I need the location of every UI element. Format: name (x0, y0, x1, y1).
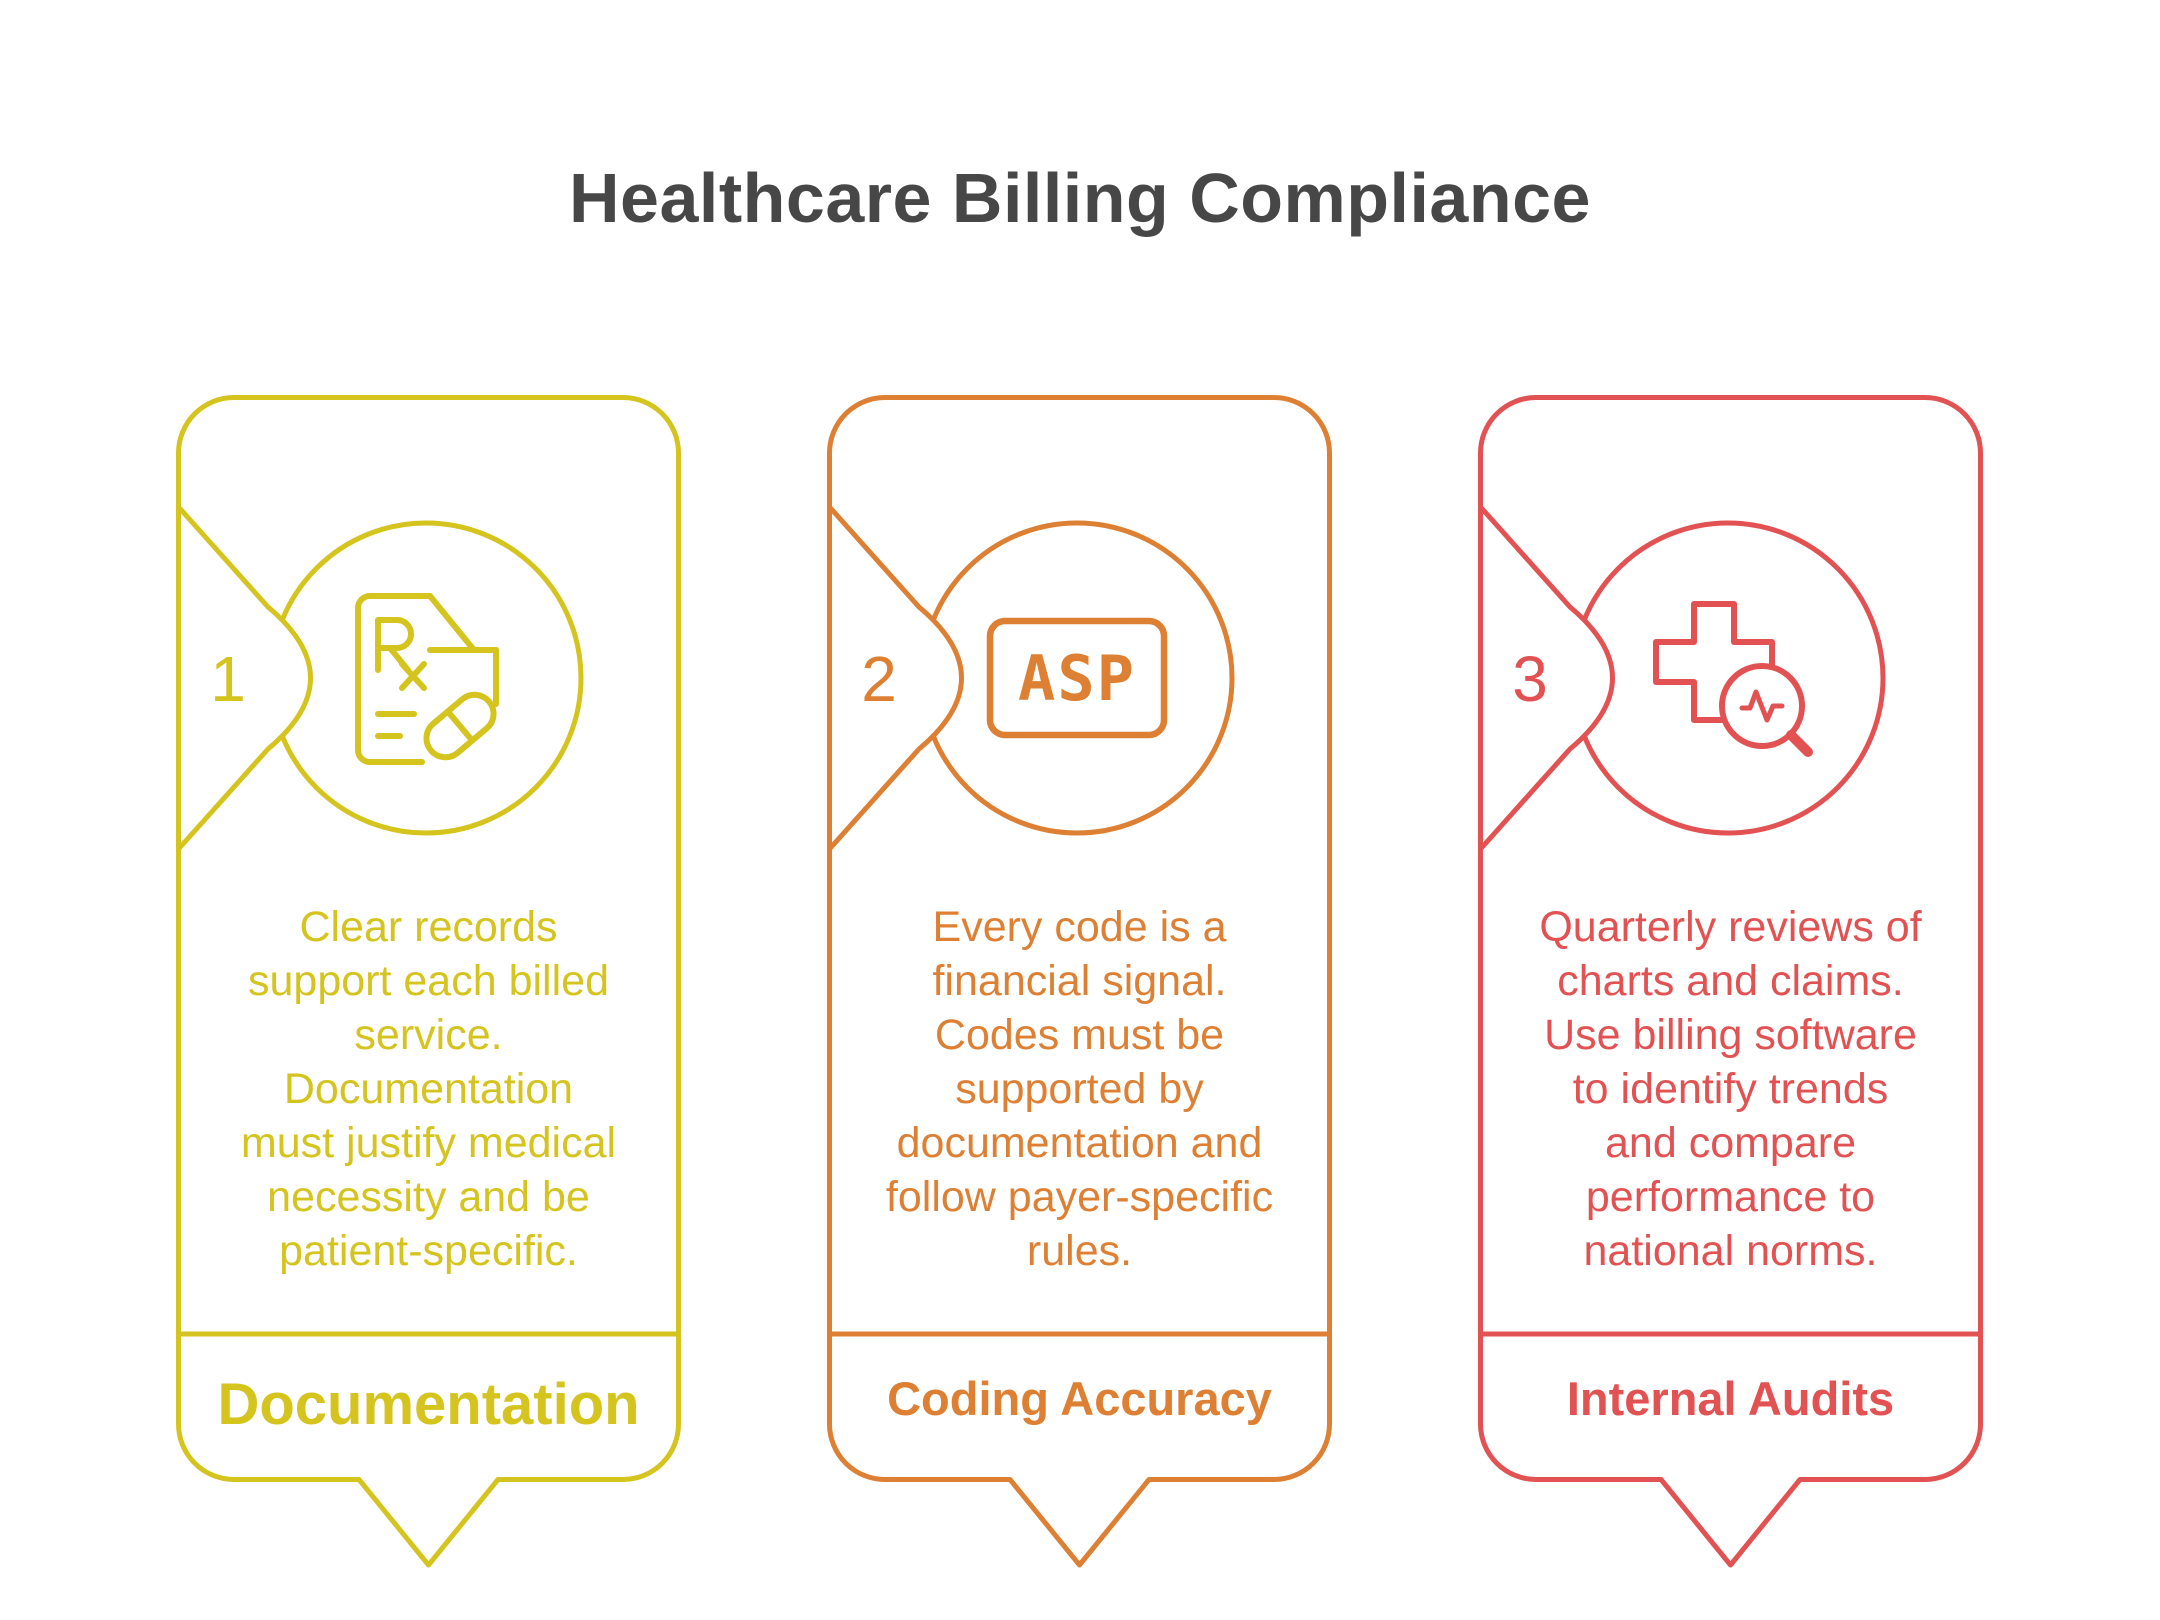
body-line: to identify trends (1572, 1065, 1889, 1113)
body-line: rules. (1026, 1227, 1133, 1275)
step-number: 1 (210, 643, 246, 715)
step-body-text: Clear records support each billed servic… (184, 900, 673, 1278)
step-label: Internal Audits (1566, 1372, 1895, 1425)
card-border-with-tail (827, 395, 1332, 1568)
icon-circle (1570, 520, 1886, 836)
step-card-coding-accuracy: 2 ASP Every code is a financial signal. … (827, 395, 1332, 1575)
step-label: Documentation (217, 1372, 640, 1437)
body-line: national norms. (1583, 1227, 1878, 1275)
card-border-with-tail (1478, 395, 1983, 1568)
body-line: must justify medical (240, 1119, 617, 1167)
asp-badge-text: ASP (1018, 642, 1136, 715)
pulse-line (1739, 689, 1785, 723)
body-line: supported by (955, 1065, 1204, 1113)
step-card-documentation: 1 (176, 395, 681, 1575)
step-number: 2 (861, 643, 897, 715)
body-line: Quarterly reviews of (1539, 903, 1922, 951)
step-label: Coding Accuracy (887, 1372, 1272, 1425)
asp-badge-icon: ASP (986, 617, 1168, 739)
page-title: Healthcare Billing Compliance (569, 159, 1591, 237)
body-line: performance to (1585, 1173, 1876, 1221)
body-line: Documentation (283, 1065, 574, 1113)
step-card-outline-3: 3 (1478, 395, 1983, 1568)
body-line: documentation and (896, 1119, 1263, 1167)
body-line: service. (354, 1011, 503, 1059)
body-line: Codes must be (934, 1011, 1225, 1059)
body-line: and compare (1605, 1119, 1856, 1167)
step-card-outline-2: 2 ASP (827, 395, 1332, 1568)
body-line: support each billed (248, 957, 609, 1005)
card-border-with-tail (176, 395, 681, 1568)
body-line: follow payer-specific (885, 1173, 1274, 1221)
body-line: necessity and be (267, 1173, 590, 1221)
step-body-text: Quarterly reviews of charts and claims. … (1486, 900, 1975, 1278)
step-number-wedge (827, 504, 964, 852)
medical-cross-magnifier-icon (1653, 601, 1813, 757)
step-number: 3 (1512, 643, 1548, 715)
magnifier-handle (1786, 730, 1813, 757)
body-line: Use billing software (1544, 1011, 1917, 1059)
step-card-internal-audits: 3 Quarterly reviews of charts and claims… (1478, 395, 1983, 1575)
body-line: financial signal. (932, 957, 1227, 1005)
step-number-wedge (1478, 504, 1615, 852)
step-card-outline-1: 1 (176, 395, 681, 1568)
step-number-wedge (176, 504, 313, 852)
body-line: charts and claims. (1557, 957, 1904, 1005)
body-line: Every code is a (932, 903, 1227, 951)
step-body-text: Every code is a financial signal. Codes … (835, 900, 1324, 1278)
icon-circle (268, 520, 584, 836)
body-line: Clear records (299, 903, 558, 951)
prescription-document-icon (355, 593, 499, 765)
body-line: patient-specific. (279, 1227, 578, 1275)
